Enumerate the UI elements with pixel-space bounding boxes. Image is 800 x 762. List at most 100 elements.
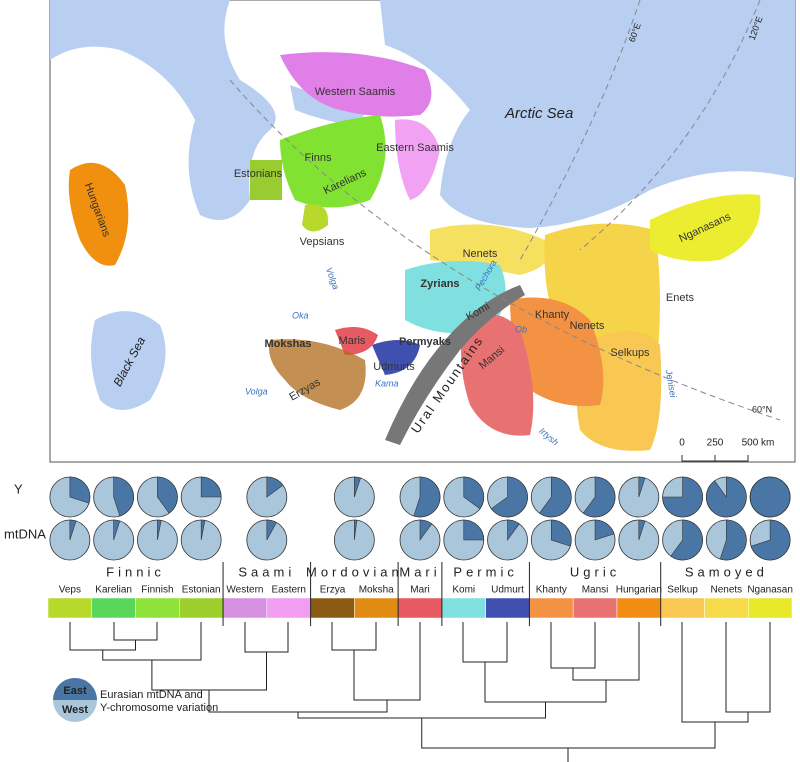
- population-color: [616, 597, 661, 619]
- river-label: Volga: [245, 386, 268, 396]
- area-finns-karelians: [280, 115, 386, 208]
- group-label: Permic: [453, 564, 517, 579]
- area-maris: [335, 326, 378, 355]
- population-label: Finnish: [141, 585, 173, 596]
- population-label: Eastern: [271, 585, 305, 596]
- population-label: Nganasan: [747, 585, 793, 596]
- population-color: [135, 597, 180, 619]
- legend-label: East: [63, 685, 87, 697]
- pie-east: [719, 519, 747, 561]
- people-label: Nenets: [463, 248, 498, 260]
- pie-east: [463, 476, 485, 510]
- pie-east: [354, 476, 361, 498]
- group-label: Mordovian: [306, 564, 403, 579]
- area-mokshas-erzyas: [269, 339, 366, 410]
- group-label: Finnic: [106, 564, 165, 579]
- people-label: Western Saamis: [315, 86, 396, 98]
- population-label: Erzya: [320, 585, 346, 596]
- area-nganasans: [650, 194, 761, 262]
- legend-caption: Y-chromosome variation: [100, 702, 218, 714]
- population-label: Komi: [452, 585, 475, 596]
- meridians: [519, 0, 761, 261]
- pie-east: [638, 519, 646, 541]
- people-label: Mokshas: [264, 338, 311, 350]
- scale-bar: [681, 455, 749, 462]
- people-label: Eastern Saamis: [376, 142, 454, 154]
- population-color: [660, 597, 705, 619]
- population-label: Moksha: [359, 585, 394, 596]
- population-label: Karelian: [95, 585, 132, 596]
- population-color: [354, 597, 399, 619]
- population-label: Nenets: [711, 585, 743, 596]
- population-label: Udmurt: [491, 585, 524, 596]
- pie-east: [594, 519, 615, 541]
- pie-east: [638, 476, 646, 498]
- people-label: Zyrians: [420, 278, 459, 290]
- row-label: Y: [14, 481, 23, 496]
- population-color: [704, 597, 749, 619]
- area-udmurts: [372, 340, 420, 375]
- pie-east: [157, 519, 162, 541]
- population-color: [310, 597, 355, 619]
- group-label: Samoyed: [685, 564, 768, 579]
- pie-east: [507, 519, 520, 541]
- pie-east: [539, 476, 572, 518]
- population-label: Khanty: [536, 585, 567, 596]
- population-color: [266, 597, 311, 619]
- people-label: Permyaks: [399, 336, 451, 348]
- pie-east: [550, 519, 572, 547]
- people-label: Vepsians: [300, 236, 345, 248]
- population-color: [441, 597, 486, 619]
- parallel-60n: [229, 79, 781, 421]
- population-color: [397, 597, 443, 619]
- pie-east: [157, 476, 178, 514]
- people-label: Udmurts: [373, 361, 415, 373]
- area-mansi: [461, 314, 534, 436]
- baltic-sea: [50, 0, 276, 220]
- population-color: [222, 597, 268, 619]
- group-label: Mari: [399, 564, 440, 579]
- row-label: mtDNA: [4, 526, 46, 541]
- dendrogram: [69, 622, 771, 762]
- pie-east: [266, 476, 284, 498]
- population-label: Selkup: [667, 585, 698, 596]
- pie-east: [113, 476, 134, 517]
- area-estonians: [250, 160, 282, 200]
- legend-label: West: [62, 704, 88, 716]
- legend-east: [53, 678, 97, 700]
- group-label: Ugric: [570, 564, 620, 579]
- river-label: Ob: [515, 324, 527, 334]
- legend-caption: Eurasian mtDNA and: [100, 689, 203, 701]
- pie-east: [419, 519, 433, 541]
- population-color: [485, 597, 530, 619]
- people-label: Finns: [305, 152, 332, 164]
- black-sea: [91, 311, 166, 410]
- pie-east: [354, 519, 358, 541]
- area-western-saamis: [280, 52, 432, 117]
- pie-east: [582, 476, 616, 518]
- population-color: [529, 597, 574, 619]
- people-label: Maris: [339, 335, 366, 347]
- ural-ridge: [385, 285, 525, 445]
- population-color: [179, 597, 224, 619]
- pie-east: [69, 519, 77, 541]
- group-label: Saami: [238, 564, 295, 579]
- pie-east: [750, 519, 791, 561]
- pie-east: [490, 476, 528, 518]
- population-label: Western: [226, 585, 263, 596]
- pie-east: [706, 476, 747, 518]
- area-vepsians: [302, 204, 329, 232]
- population-label: Mansi: [582, 585, 609, 596]
- pie-east: [463, 519, 485, 541]
- population-color: [47, 597, 93, 619]
- coord-label: 60°N: [752, 404, 772, 414]
- river-label: Oka: [292, 310, 309, 320]
- pie-east: [200, 519, 206, 541]
- population-label: Estonian: [182, 585, 221, 596]
- pie-east: [113, 519, 121, 541]
- population-color: [747, 597, 793, 619]
- population-color: [572, 597, 618, 619]
- area-eastern-saamis: [395, 119, 440, 200]
- area-hungarians: [68, 162, 129, 266]
